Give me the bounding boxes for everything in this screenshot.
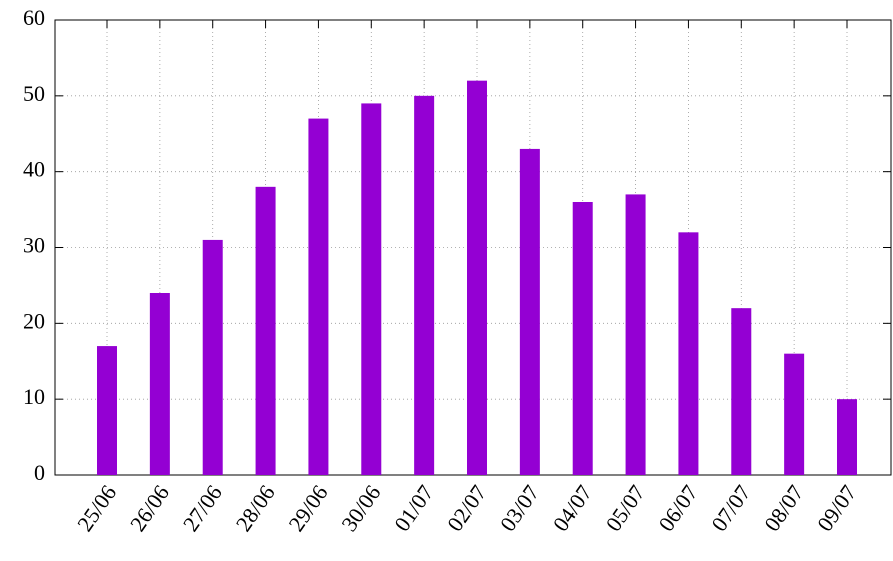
x-tick-label: 05/07 bbox=[601, 480, 650, 535]
y-tick-label: 50 bbox=[23, 81, 45, 106]
bar bbox=[678, 232, 699, 475]
y-tick-label: 0 bbox=[34, 460, 45, 485]
bar bbox=[149, 293, 170, 475]
bar bbox=[467, 80, 487, 476]
bar bbox=[625, 194, 646, 475]
bar bbox=[414, 95, 435, 475]
x-tick-label: 02/07 bbox=[442, 480, 491, 535]
x-tick-label: 27/06 bbox=[178, 480, 227, 535]
bar bbox=[202, 239, 223, 475]
bar bbox=[97, 346, 117, 475]
bar bbox=[731, 308, 752, 475]
bar bbox=[784, 353, 805, 475]
bar bbox=[255, 186, 276, 476]
bar bbox=[361, 103, 382, 476]
x-tick-label: 07/07 bbox=[706, 480, 755, 535]
y-tick-label: 40 bbox=[23, 157, 45, 182]
x-tick-label: 25/06 bbox=[72, 480, 121, 535]
bar bbox=[837, 399, 857, 475]
x-tick-label: 30/06 bbox=[336, 480, 385, 535]
x-tick-label: 01/07 bbox=[389, 480, 438, 535]
x-tick-label: 28/06 bbox=[231, 480, 280, 535]
y-tick-label: 10 bbox=[23, 384, 45, 409]
x-tick-label: 04/07 bbox=[548, 480, 597, 535]
bar bbox=[308, 118, 329, 475]
y-tick-label: 20 bbox=[23, 308, 45, 333]
y-tick-label: 30 bbox=[23, 233, 45, 258]
x-tick-label: 06/07 bbox=[653, 480, 702, 535]
y-tick-label: 60 bbox=[23, 5, 45, 30]
x-tick-label: 26/06 bbox=[125, 480, 174, 535]
bar bbox=[572, 202, 593, 475]
bar bbox=[519, 148, 540, 475]
x-tick-label: 29/06 bbox=[283, 480, 332, 535]
x-tick-label: 09/07 bbox=[812, 480, 861, 535]
x-tick-label: 03/07 bbox=[495, 480, 544, 535]
x-tick-label: 08/07 bbox=[759, 480, 808, 535]
